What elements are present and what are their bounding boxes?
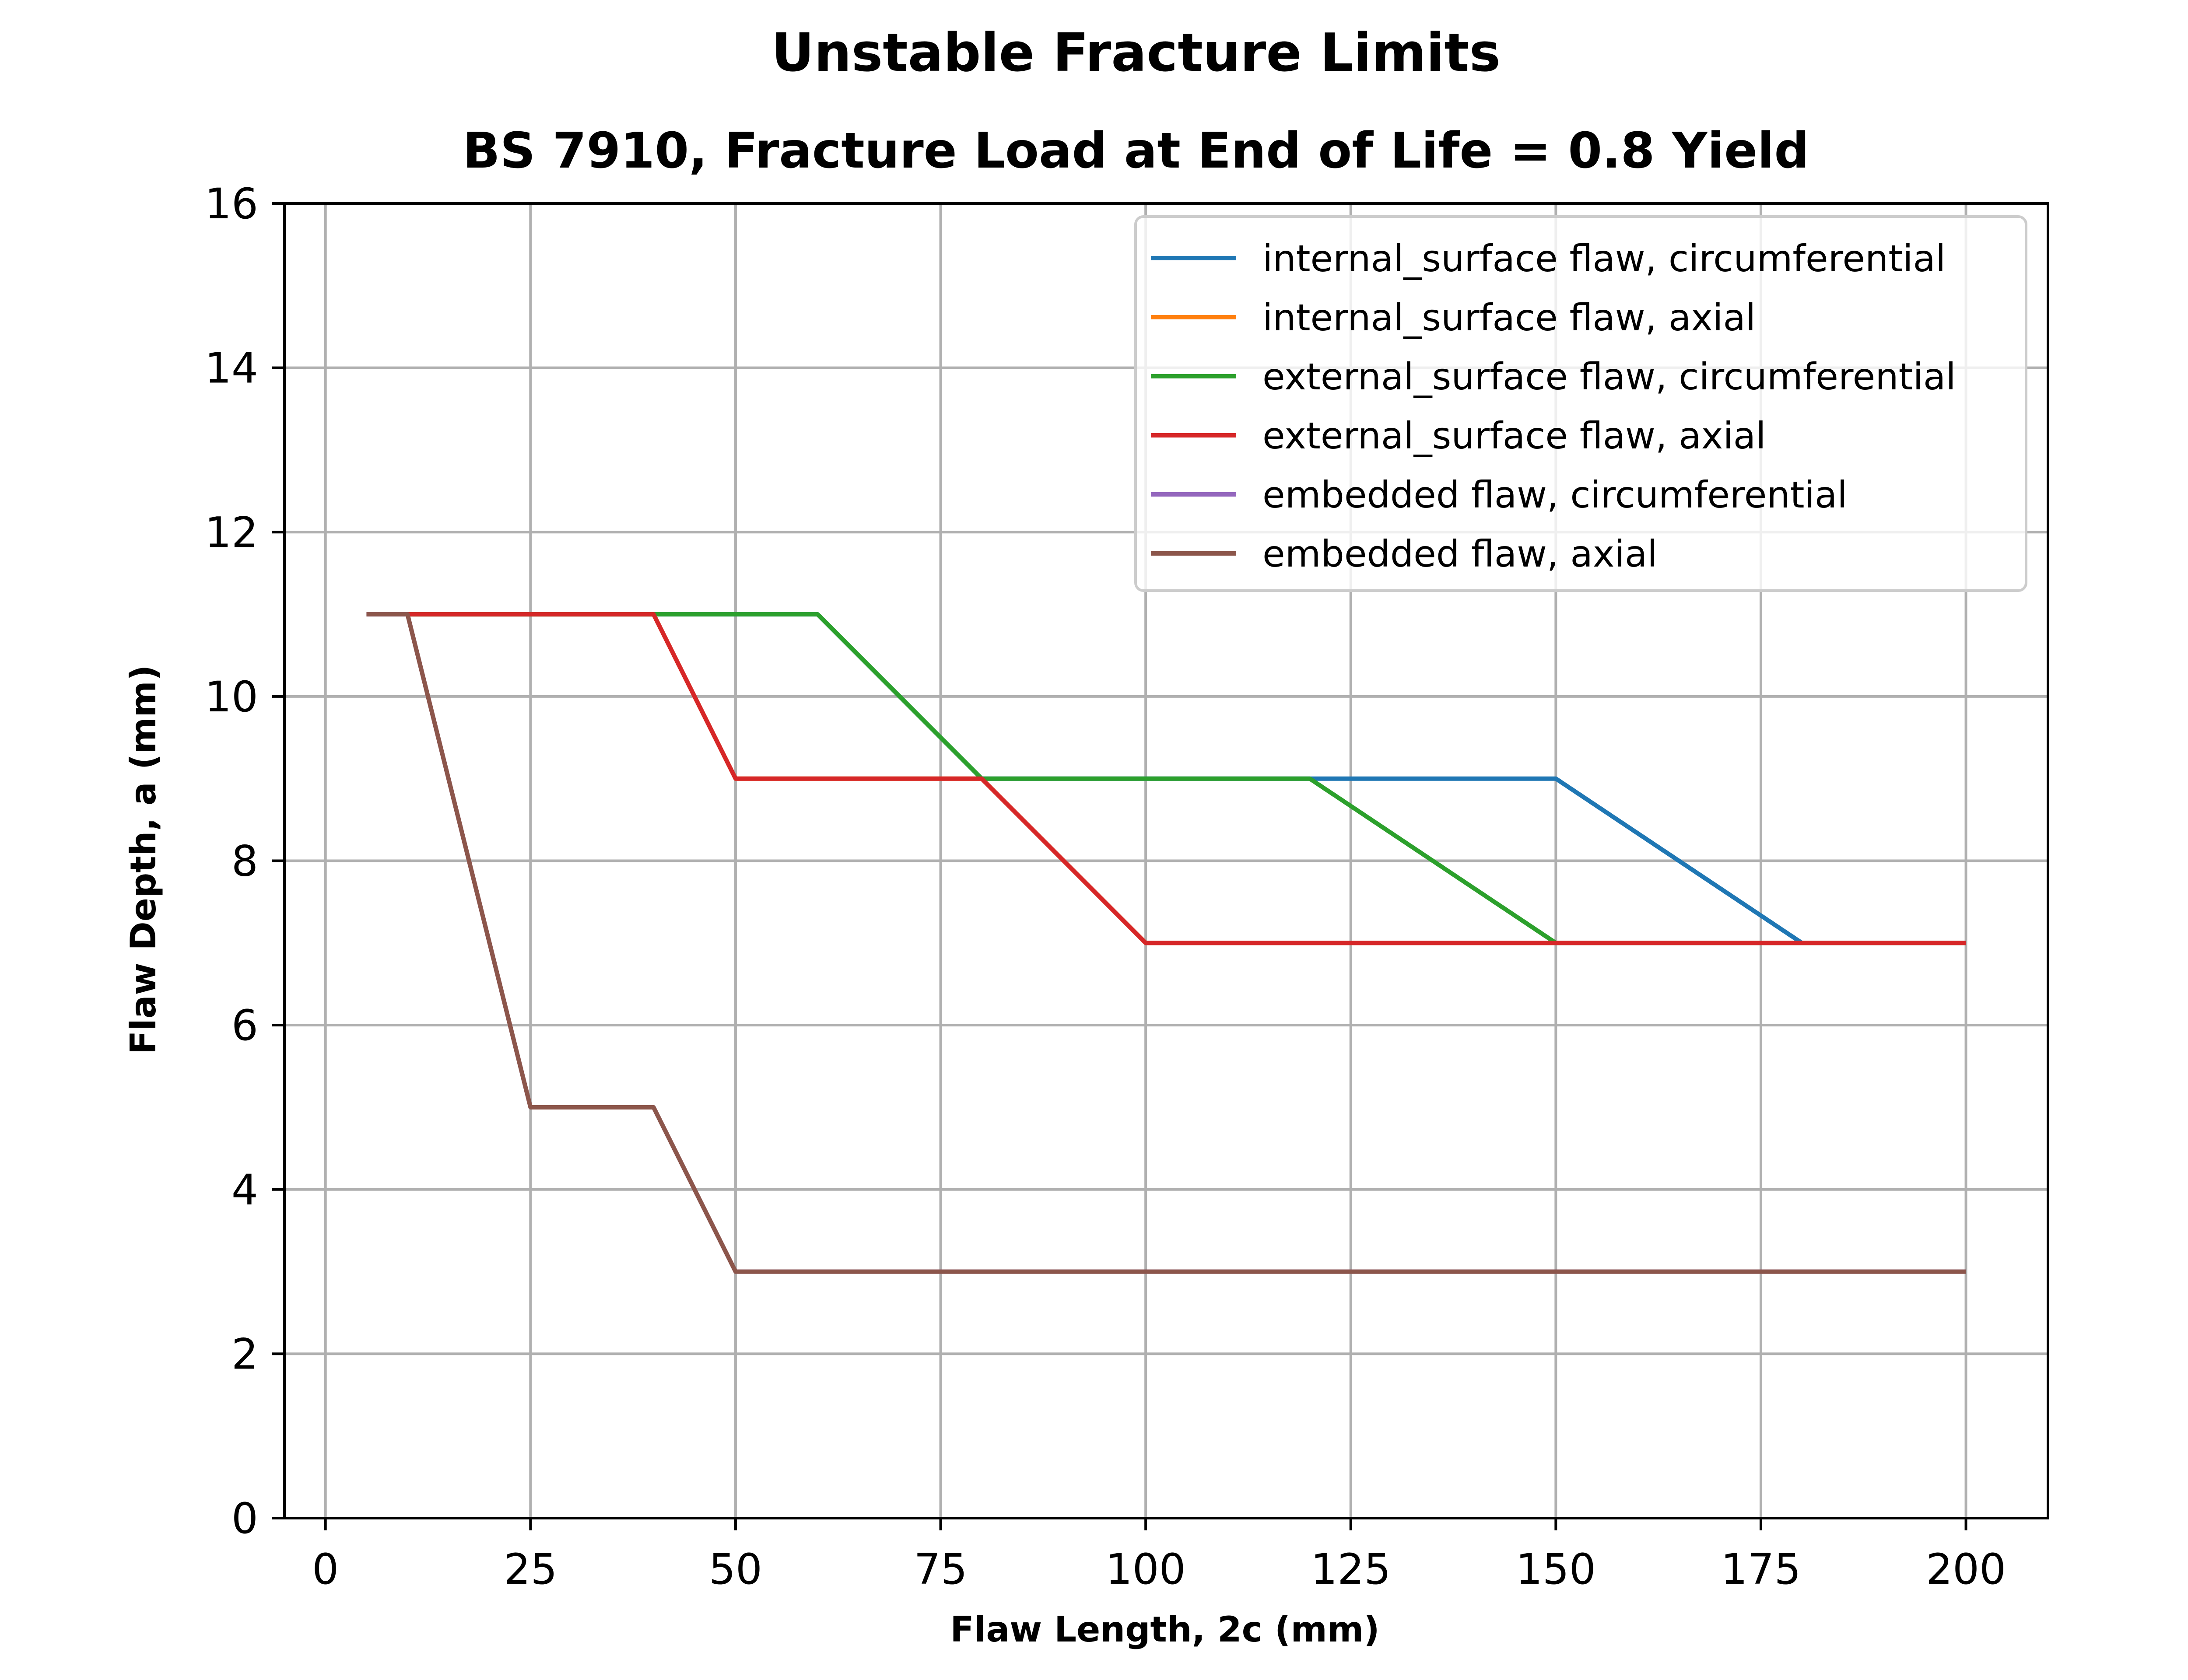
x-tick-label: 125	[1311, 1545, 1391, 1594]
x-tick-label: 75	[914, 1545, 967, 1594]
y-tick-label: 4	[231, 1166, 258, 1214]
legend-label: external_surface flaw, circumferential	[1262, 355, 1956, 398]
y-tick-label: 16	[205, 179, 258, 228]
legend-label: internal_surface flaw, axial	[1262, 296, 1756, 339]
y-tick-label: 2	[231, 1330, 258, 1379]
y-tick-label: 8	[231, 837, 258, 886]
y-tick-label: 0	[231, 1494, 258, 1543]
legend-box	[1134, 215, 2027, 592]
x-tick-label: 50	[709, 1545, 762, 1594]
x-tick-label: 200	[1926, 1545, 2006, 1594]
x-tick-label: 25	[504, 1545, 557, 1594]
series-line	[407, 612, 1966, 945]
legend-label: internal_surface flaw, circumferential	[1262, 237, 1946, 280]
series-line	[366, 612, 1966, 1274]
x-tick-label: 175	[1721, 1545, 1801, 1594]
series-lines	[366, 612, 1966, 1274]
legend-label: embedded flaw, axial	[1262, 532, 1658, 575]
y-tick-label: 10	[205, 672, 258, 721]
chart-title: Unstable Fracture Limits	[771, 23, 1501, 84]
legend-label: embedded flaw, circumferential	[1262, 473, 1848, 516]
x-tick-label: 100	[1106, 1545, 1186, 1594]
legend: internal_surface flaw, circumferential in…	[1134, 215, 2027, 592]
y-tick-label: 6	[231, 1001, 258, 1050]
y-axis-label: Flaw Depth, a (mm)	[123, 665, 164, 1055]
axis-ticks: 0 25 50 75 100 125 150 175 200 0 2 4 6 8 10 12 14 16	[205, 179, 2006, 1594]
legend-label: external_surface flaw, axial	[1262, 414, 1766, 457]
series-line	[407, 612, 1966, 945]
chart-subtitle: BS 7910, Fracture Load at End of Life = …	[463, 122, 1809, 179]
y-tick-label: 12	[205, 508, 258, 557]
x-tick-label: 150	[1516, 1545, 1596, 1594]
y-tick-label: 14	[205, 344, 258, 393]
x-axis-label: Flaw Length, 2c (mm)	[950, 1609, 1379, 1650]
x-tick-label: 0	[312, 1545, 339, 1594]
